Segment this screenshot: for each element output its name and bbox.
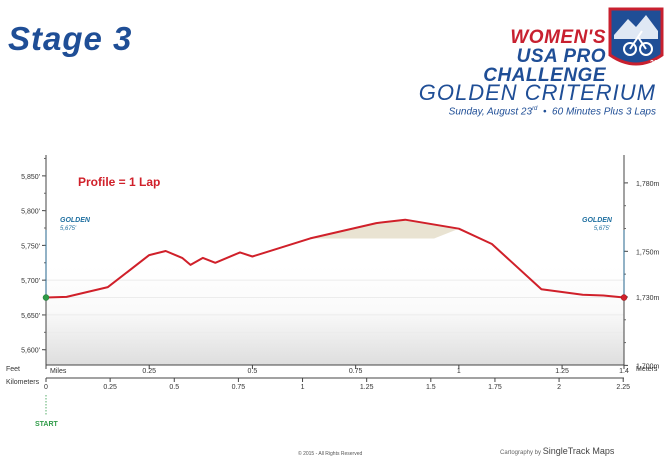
finish-location-elevation: 5,675' <box>594 226 611 232</box>
x-miles-tick-label: 1 <box>457 368 461 375</box>
start-location-elevation: 5,675' <box>60 226 77 232</box>
x-km-tick-label: 0.75 <box>232 384 246 391</box>
y-m-tick-label: 1,750m <box>636 249 660 256</box>
credit-name: SingleTrack Maps <box>542 446 615 456</box>
logo-year: 2015 <box>650 60 666 67</box>
y-m-tick-label: 1,780m <box>636 181 660 188</box>
x-miles-tick-label: Miles <box>50 368 67 375</box>
x-km-tick-label: 1 <box>301 384 305 391</box>
race-logo-wordmark: WOMEN'S USA PRO CHALLENGE <box>446 28 606 85</box>
race-format: 60 Minutes Plus 3 Laps <box>552 106 656 118</box>
x-km-axis-title: Kilometers <box>6 379 40 386</box>
y-ft-axis-title: Feet <box>6 366 20 373</box>
credit-prefix: Cartography by <box>500 450 542 456</box>
x-km-tick-label: 0.5 <box>169 384 179 391</box>
race-subtitle: Sunday, August 23rd • 60 Minutes Plus 3 … <box>449 106 656 117</box>
y-m-axis-title: Meters <box>636 366 658 373</box>
y-ft-tick-label: 5,800' <box>21 209 40 216</box>
logo-line-womens: WOMEN'S <box>510 27 606 48</box>
y-ft-tick-label: 5,750' <box>21 243 40 250</box>
finish-marker <box>620 294 628 301</box>
elevation-profile-line <box>45 218 625 299</box>
climb-shaded-area <box>310 219 459 239</box>
finish-location-name: GOLDEN <box>582 217 613 224</box>
x-miles-tick-label: 1.4 <box>619 368 629 375</box>
race-date-suffix: rd <box>532 106 538 112</box>
cartography-credit: Cartography by SingleTrack Maps <box>500 446 614 456</box>
start-label: START <box>35 421 59 428</box>
y-ft-tick-label: 5,650' <box>21 313 40 320</box>
y-m-tick-label: 1,700m <box>636 363 660 370</box>
plot-background-band <box>46 266 624 365</box>
copyright-text: © 2015 - All Rights Reserved <box>298 451 363 457</box>
y-m-tick-label: 1,730m <box>636 295 660 302</box>
x-km-tick-label: 0 <box>44 384 48 391</box>
race-date: Sunday, August 23 <box>448 106 533 118</box>
x-km-tick-label: 2.25 <box>616 384 630 391</box>
x-miles-tick-label: 1.25 <box>555 368 569 375</box>
stage-title: Stage 3 <box>8 20 133 57</box>
race-name: GOLDEN CRITERIUM <box>418 80 656 105</box>
y-ft-tick-label: 5,700' <box>21 278 40 285</box>
x-km-tick-label: 2 <box>557 384 561 391</box>
x-km-tick-label: 1.75 <box>488 384 502 391</box>
logo-line-challenge: CHALLENGE <box>483 65 606 86</box>
race-subtitle-bullet: • <box>542 106 547 118</box>
x-km-tick-label: 0.25 <box>103 384 117 391</box>
x-km-tick-label: 1.5 <box>426 384 436 391</box>
x-miles-tick-label: 0.25 <box>142 368 156 375</box>
race-logo-badge-icon: 2015 <box>608 7 666 67</box>
profile-annotation: Profile = 1 Lap <box>78 175 160 189</box>
start-marker <box>42 294 50 301</box>
x-miles-tick-label: 0.5 <box>248 368 258 375</box>
x-km-tick-label: 1.25 <box>360 384 374 391</box>
x-miles-tick-label: 0.75 <box>349 368 363 375</box>
y-ft-tick-label: 5,850' <box>21 174 40 181</box>
y-ft-tick-label: 5,600' <box>21 348 40 355</box>
start-location-name: GOLDEN <box>60 217 91 224</box>
logo-line-usa-pro: USA PRO <box>516 46 606 67</box>
